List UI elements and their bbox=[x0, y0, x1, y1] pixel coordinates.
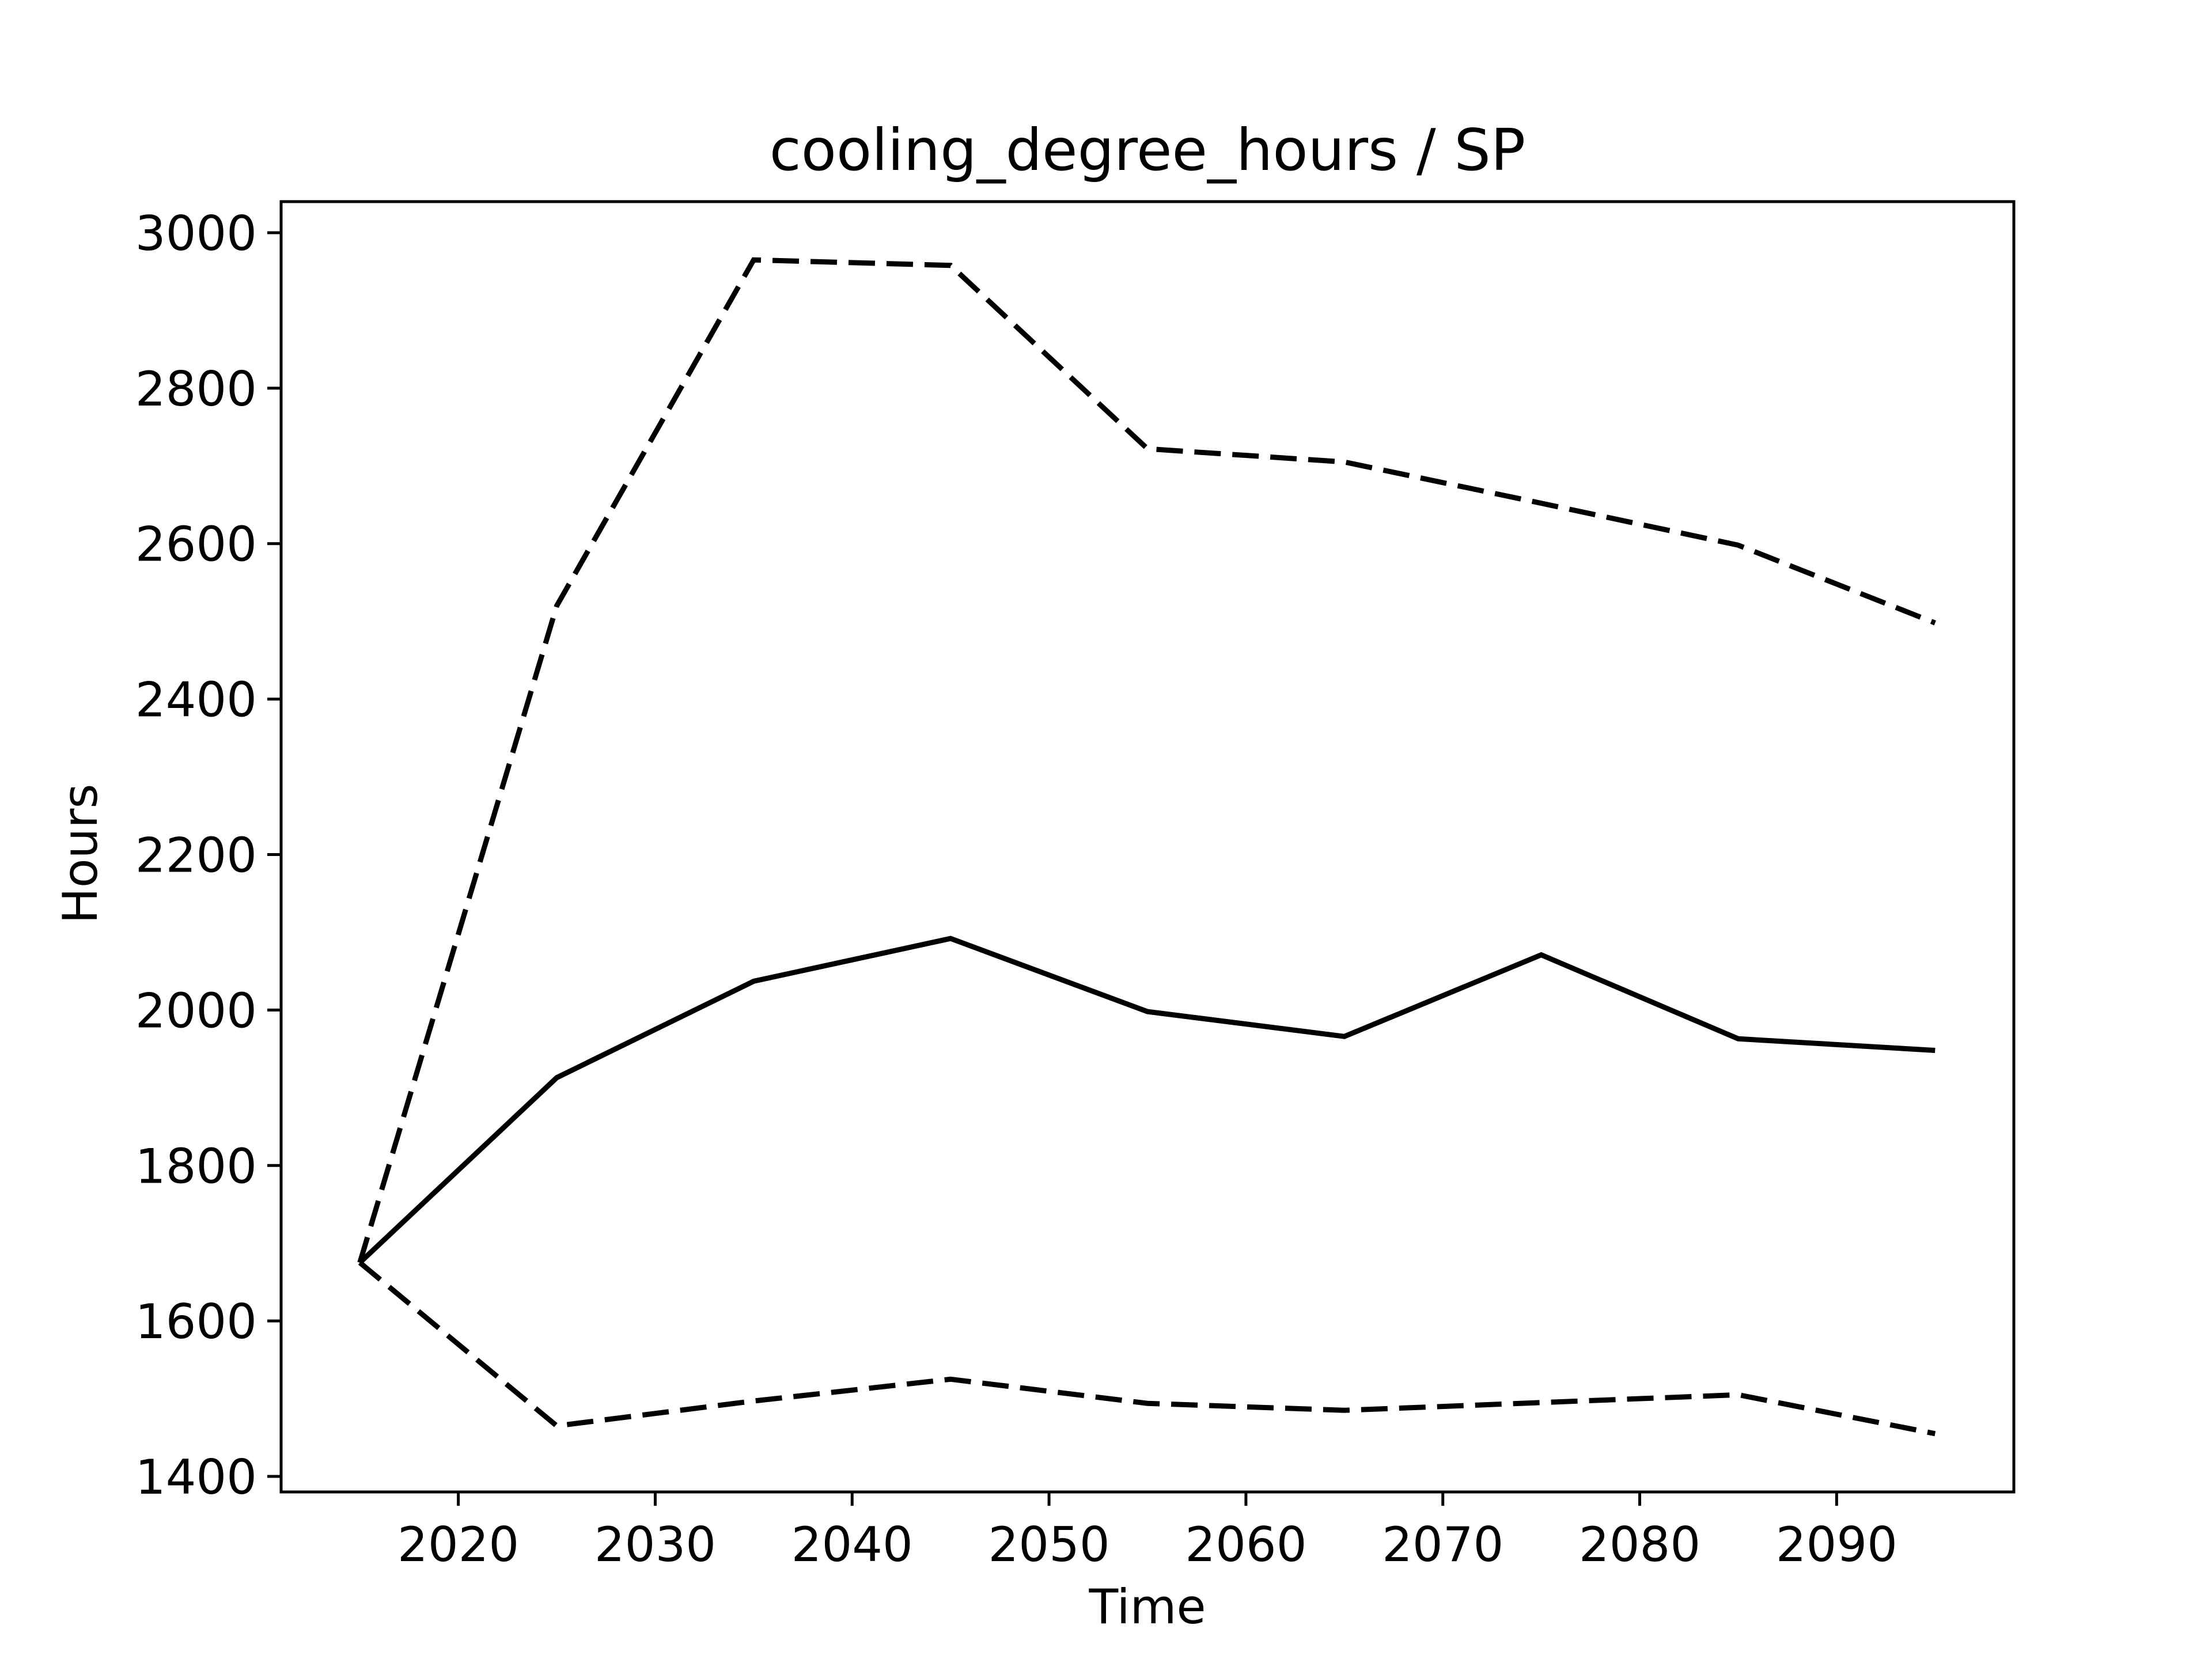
x-tick-label: 2080 bbox=[1579, 1517, 1700, 1573]
series-layer bbox=[357, 257, 1936, 1437]
y-tick-label: 1600 bbox=[135, 1294, 257, 1350]
x-tick-label: 2060 bbox=[1185, 1517, 1306, 1573]
plot-area bbox=[279, 200, 2016, 1494]
y-axis-ticks: 1400 1600 1800 2000 2200 2400 2600 2800 3000 bbox=[135, 206, 281, 1505]
x-tick-label: 2040 bbox=[791, 1517, 913, 1573]
x-tick-label: 2030 bbox=[594, 1517, 716, 1573]
y-tick-label: 2600 bbox=[135, 517, 257, 573]
y-tick-label: 2000 bbox=[135, 983, 257, 1039]
y-tick-label: 2800 bbox=[135, 361, 257, 417]
x-axis-ticks: 2020 2030 2040 2050 2060 2070 2080 2090 bbox=[397, 1492, 1897, 1573]
y-tick-label: 1800 bbox=[135, 1138, 257, 1194]
x-tick-label: 2090 bbox=[1776, 1517, 1897, 1573]
y-tick-label: 2400 bbox=[135, 672, 257, 728]
x-axis-label: Time bbox=[1088, 1579, 1206, 1635]
x-tick-label: 2070 bbox=[1382, 1517, 1503, 1573]
x-tick-label: 2020 bbox=[397, 1517, 519, 1573]
y-tick-label: 3000 bbox=[135, 206, 257, 262]
y-axis-label: Hours bbox=[52, 783, 108, 923]
plot-frame bbox=[279, 200, 2016, 1494]
chart-title: cooling_degree_hours / SP bbox=[770, 116, 1525, 184]
y-tick-label: 1400 bbox=[135, 1449, 257, 1505]
series-line-2 bbox=[358, 935, 1936, 1265]
series-line-1 bbox=[357, 257, 1936, 1264]
series-line-3 bbox=[358, 1260, 1936, 1437]
x-tick-label: 2050 bbox=[988, 1517, 1109, 1573]
y-tick-label: 2200 bbox=[135, 827, 257, 883]
